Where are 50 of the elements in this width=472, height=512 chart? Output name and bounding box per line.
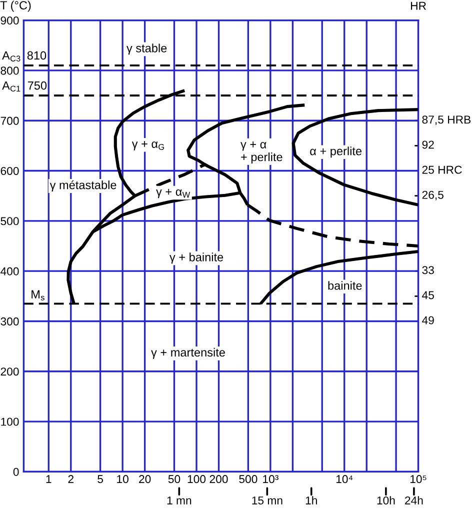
annotation: 750 xyxy=(28,81,47,90)
annotation: γ + α + perlite xyxy=(240,142,282,164)
y2-axis-title: HR xyxy=(411,2,426,10)
y-tick-label: 0 xyxy=(13,468,19,476)
x-tick-label: 10⁴ xyxy=(336,475,353,484)
x-tick-label: 10⁵ xyxy=(410,475,426,484)
text: 24h xyxy=(405,496,423,504)
x-tick-label: 10 xyxy=(117,475,128,484)
text: 1 mn xyxy=(167,496,192,504)
ref-line-label: A$_{C1}$ xyxy=(2,81,20,92)
text: 33 xyxy=(422,266,434,274)
annotation: γ métastable xyxy=(50,180,116,192)
y-tick-label: 200 xyxy=(0,368,19,376)
y-tick-label: 600 xyxy=(0,166,19,176)
x-tick-label: 200 xyxy=(210,475,228,484)
annotation: bainite xyxy=(328,281,362,290)
y-tick-label: 500 xyxy=(0,217,19,226)
y-tick-label: 100 xyxy=(1,418,19,426)
annotation: γ + bainite xyxy=(170,252,224,264)
x-tick-label: 500 xyxy=(239,475,258,484)
y-axis-title: T (°C) xyxy=(0,0,31,12)
annotation: γ + martensite xyxy=(151,348,225,359)
annotation: 810 xyxy=(27,51,46,60)
text: 49 xyxy=(422,316,434,324)
x-tick-label: 2 xyxy=(68,475,74,484)
x-tick-label: 10³ xyxy=(263,475,278,484)
text: 45 xyxy=(422,291,434,300)
annotation: γ + α$_{G}$ xyxy=(132,141,164,150)
ref-line-label: M$_{s}$ xyxy=(32,290,44,300)
annotation: γ stable xyxy=(126,44,167,55)
y-tick-label: 400 xyxy=(0,267,19,276)
text: 1h xyxy=(306,496,317,504)
y-tick-label: 800 xyxy=(0,66,19,75)
annotation: γ + α$_{W}$ xyxy=(156,188,190,198)
x-tick-label: 5 xyxy=(98,475,103,484)
y-tick-label: 900 xyxy=(0,16,19,25)
text: 15 mn xyxy=(252,496,282,505)
ref-line-label: A$_{C3}$ xyxy=(2,51,20,62)
annotation: α + perlite xyxy=(310,146,362,158)
y-tick-label: 700 xyxy=(0,116,19,125)
text: 10h xyxy=(377,496,395,505)
y-tick-label: 300 xyxy=(0,317,19,326)
text: 87,5 HRB xyxy=(422,116,471,126)
x-tick-label: 1 xyxy=(46,475,52,484)
x-tick-label: 100 xyxy=(188,475,206,484)
text: 92 xyxy=(422,140,434,149)
text: 26,5 xyxy=(422,190,444,200)
x-tick-label: 50 xyxy=(168,475,180,484)
x-tick-label: 20 xyxy=(139,475,151,484)
text: 25 HRC xyxy=(422,166,462,174)
